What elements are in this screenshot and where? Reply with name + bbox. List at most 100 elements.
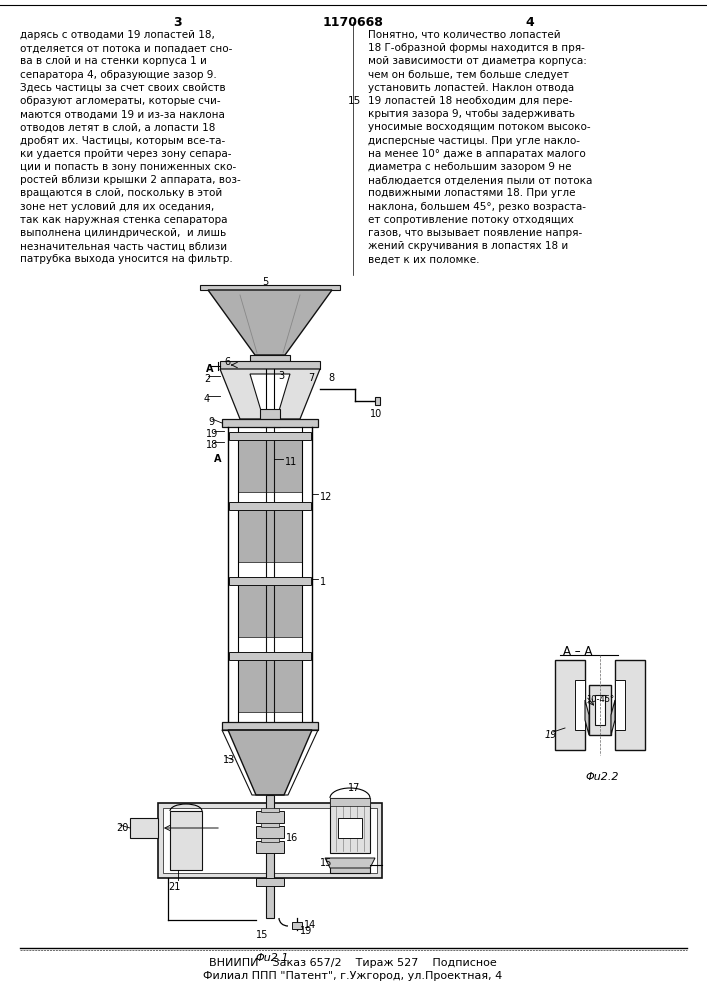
Polygon shape <box>325 858 375 868</box>
Text: на менее 10° даже в аппаратах малого: на менее 10° даже в аппаратах малого <box>368 149 586 159</box>
Text: 15: 15 <box>256 930 269 940</box>
Text: 4: 4 <box>204 394 210 404</box>
Text: 3: 3 <box>173 16 181 29</box>
Text: зоне нет условий для их оседания,: зоне нет условий для их оседания, <box>20 202 214 212</box>
Bar <box>256 826 284 838</box>
Bar <box>229 502 311 510</box>
Bar <box>595 695 605 725</box>
Text: 2: 2 <box>204 374 210 384</box>
Bar <box>229 577 311 585</box>
Bar <box>229 652 311 660</box>
Text: ции и попасть в зону пониженных ско-: ции и попасть в зону пониженных ско- <box>20 162 236 172</box>
Bar <box>222 419 318 427</box>
Text: выполнена цилиндрической,  и лишь: выполнена цилиндрической, и лишь <box>20 228 226 238</box>
Text: 10: 10 <box>370 409 382 419</box>
Bar <box>170 811 202 870</box>
Bar <box>615 660 645 750</box>
Text: 18: 18 <box>206 440 218 450</box>
Polygon shape <box>585 700 589 735</box>
Bar <box>130 818 158 838</box>
Bar <box>555 660 585 750</box>
Text: 7: 7 <box>308 373 314 383</box>
Text: 5: 5 <box>262 277 268 287</box>
Bar <box>200 285 340 290</box>
Text: 21: 21 <box>168 882 180 892</box>
Text: незначительная часть частиц вблизи: незначительная часть частиц вблизи <box>20 241 227 251</box>
Text: Понятно, что количество лопастей: Понятно, что количество лопастей <box>368 30 561 40</box>
Bar <box>575 680 585 730</box>
Bar <box>222 722 318 730</box>
Text: образуют агломераты, которые счи-: образуют агломераты, которые счи- <box>20 96 221 106</box>
Bar <box>238 582 302 637</box>
Text: крытия зазора 9, чтобы задерживать: крытия зазора 9, чтобы задерживать <box>368 109 575 119</box>
Bar <box>256 811 284 823</box>
Text: 16: 16 <box>286 833 298 843</box>
Text: Φu2.1: Φu2.1 <box>255 953 288 963</box>
Text: чем он больше, тем больше следует: чем он больше, тем больше следует <box>368 70 569 80</box>
Text: маются отводами 19 и из-за наклона: маются отводами 19 и из-за наклона <box>20 109 225 119</box>
Polygon shape <box>611 700 615 735</box>
Text: уносимые восходящим потоком высоко-: уносимые восходящим потоком высоко- <box>368 122 590 132</box>
Text: дарясь с отводами 19 лопастей 18,: дарясь с отводами 19 лопастей 18, <box>20 30 215 40</box>
Polygon shape <box>228 730 312 795</box>
Text: A: A <box>214 454 221 464</box>
Text: 14: 14 <box>304 920 316 930</box>
Text: 15: 15 <box>320 858 332 868</box>
Text: установить лопастей. Наклон отвода: установить лопастей. Наклон отвода <box>368 83 574 93</box>
Bar <box>615 680 625 730</box>
Polygon shape <box>250 374 290 414</box>
Text: A: A <box>206 364 214 374</box>
Text: Филиал ППП "Патент", г.Ужгород, ул.Проектная, 4: Филиал ППП "Патент", г.Ужгород, ул.Проек… <box>204 971 503 981</box>
Bar <box>238 437 302 492</box>
Bar <box>261 808 279 812</box>
Text: 1170668: 1170668 <box>322 16 383 29</box>
Text: жений скручивания в лопастях 18 и: жений скручивания в лопастях 18 и <box>368 241 568 251</box>
Text: 10-45°: 10-45° <box>586 695 614 704</box>
Bar <box>589 685 611 735</box>
Text: ки удается пройти через зону сепара-: ки удается пройти через зону сепара- <box>20 149 231 159</box>
Bar <box>330 798 370 853</box>
Text: 13: 13 <box>223 755 235 765</box>
Text: 6: 6 <box>224 357 230 367</box>
Bar <box>158 803 382 878</box>
Text: отводов летят в слой, а лопасти 18: отводов летят в слой, а лопасти 18 <box>20 122 216 132</box>
Text: ВНИИПИ    Заказ 657/2    Тираж 527    Подписное: ВНИИПИ Заказ 657/2 Тираж 527 Подписное <box>209 958 497 968</box>
Bar <box>375 397 380 405</box>
Bar <box>220 361 320 369</box>
Bar <box>292 922 302 929</box>
Text: 11: 11 <box>285 457 297 467</box>
Text: ростей вблизи крышки 2 аппарата, воз-: ростей вблизи крышки 2 аппарата, воз- <box>20 175 241 185</box>
Text: 4: 4 <box>525 16 534 29</box>
Bar <box>238 657 302 712</box>
Text: 9: 9 <box>208 417 214 427</box>
Text: Здесь частицы за счет своих свойств: Здесь частицы за счет своих свойств <box>20 83 226 93</box>
Text: отделяется от потока и попадает сно-: отделяется от потока и попадает сно- <box>20 43 233 53</box>
Text: 12: 12 <box>320 492 332 502</box>
Text: A – A: A – A <box>563 645 592 658</box>
Text: 3: 3 <box>278 371 284 381</box>
Text: 19: 19 <box>206 429 218 439</box>
Bar <box>238 507 302 562</box>
Polygon shape <box>330 798 370 806</box>
Bar <box>163 808 377 873</box>
Text: ет сопротивление потоку отходящих: ет сопротивление потоку отходящих <box>368 215 574 225</box>
Text: сепаратора 4, образующие зазор 9.: сепаратора 4, образующие зазор 9. <box>20 70 217 80</box>
Polygon shape <box>220 369 320 419</box>
Text: так как наружная стенка сепаратора: так как наружная стенка сепаратора <box>20 215 228 225</box>
Text: ведет к их поломке.: ведет к их поломке. <box>368 254 479 264</box>
Text: 20: 20 <box>116 823 129 833</box>
Text: дробят их. Частицы, которым все-та-: дробят их. Частицы, которым все-та- <box>20 136 226 146</box>
Text: 1: 1 <box>320 577 326 587</box>
Text: 19: 19 <box>300 926 312 936</box>
Text: 19: 19 <box>545 730 558 740</box>
Text: 15: 15 <box>348 96 361 106</box>
Text: диаметра с небольшим зазором 9 не: диаметра с небольшим зазором 9 не <box>368 162 571 172</box>
Text: наклона, большем 45°, резко возраста-: наклона, большем 45°, резко возраста- <box>368 202 586 212</box>
Polygon shape <box>208 290 332 355</box>
Bar <box>250 355 290 361</box>
Text: Φu2.2: Φu2.2 <box>585 772 619 782</box>
Text: 19 лопастей 18 необходим для пере-: 19 лопастей 18 необходим для пере- <box>368 96 573 106</box>
Text: мой зависимости от диаметра корпуса:: мой зависимости от диаметра корпуса: <box>368 56 587 66</box>
Text: дисперсные частицы. При угле накло-: дисперсные частицы. При угле накло- <box>368 136 580 146</box>
Text: вращаются в слой, поскольку в этой: вращаются в слой, поскольку в этой <box>20 188 222 198</box>
